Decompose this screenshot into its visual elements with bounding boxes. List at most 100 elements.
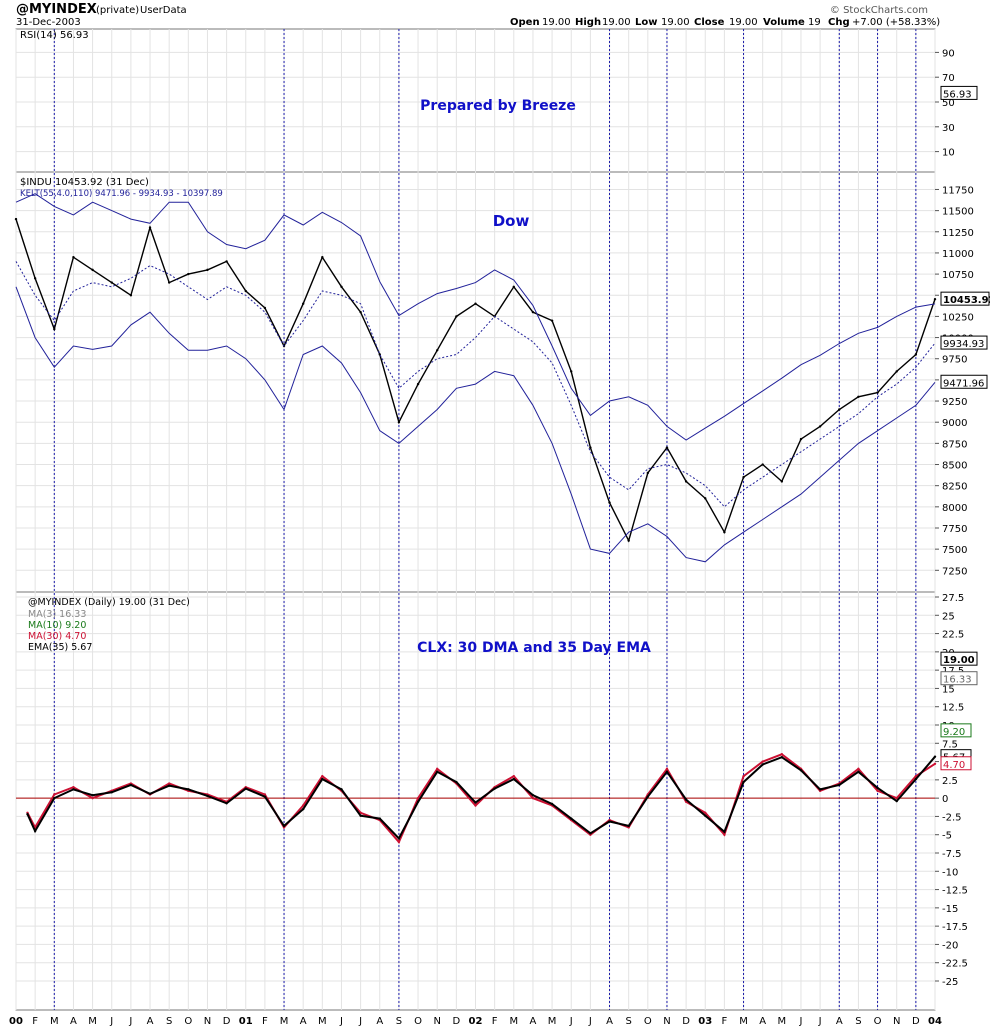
0-tick-label: 50 bbox=[942, 98, 955, 109]
1-tick-label: 8000 bbox=[942, 503, 967, 514]
value-box-label: 10453.92 bbox=[943, 295, 990, 306]
x-axis-label: A bbox=[70, 1016, 77, 1027]
1-tick-label: 11500 bbox=[942, 207, 974, 218]
indicator-point bbox=[895, 799, 898, 803]
price-point bbox=[589, 446, 592, 449]
x-axis-label: O bbox=[644, 1016, 652, 1027]
annotation-clx: CLX: 30 DMA and 35 Day EMA bbox=[417, 640, 651, 656]
2-tick-label: -20 bbox=[942, 940, 958, 951]
indicator-point bbox=[187, 788, 190, 791]
indicator-point bbox=[129, 783, 133, 787]
x-axis-label: A bbox=[530, 1016, 537, 1027]
price-point bbox=[474, 302, 477, 305]
2-tick-label: -7.5 bbox=[942, 849, 962, 860]
1-tick-label: 9750 bbox=[942, 355, 967, 366]
x-axis-label: J bbox=[799, 1016, 803, 1027]
x-axis-label: F bbox=[32, 1016, 38, 1027]
value-box bbox=[940, 85, 978, 100]
value-box bbox=[940, 335, 988, 350]
price-point bbox=[895, 370, 898, 373]
indicator-legend-legend_ma3: MA(3) 16.33 bbox=[28, 609, 86, 620]
indicator-point bbox=[167, 782, 171, 785]
x-axis-label: A bbox=[376, 1016, 383, 1027]
price-point bbox=[225, 260, 228, 263]
indicator-point bbox=[742, 780, 745, 784]
indicator-point bbox=[665, 767, 669, 771]
2-tick-label: -17.5 bbox=[942, 922, 968, 933]
value-box-label: 56.93 bbox=[943, 89, 972, 100]
2-tick-label: 22.5 bbox=[942, 630, 964, 641]
value-box bbox=[940, 723, 972, 738]
price-point bbox=[780, 480, 784, 483]
price-point bbox=[187, 272, 190, 276]
price-point bbox=[665, 446, 669, 449]
x-axis-label: M bbox=[739, 1016, 748, 1027]
price-point bbox=[876, 391, 879, 394]
indicator-point bbox=[455, 780, 458, 784]
x-axis-label: 04 bbox=[928, 1016, 942, 1027]
indicator-point bbox=[933, 762, 937, 765]
x-axis-label: J bbox=[588, 1016, 592, 1027]
2-tick-label: -12.5 bbox=[942, 886, 968, 897]
price-point bbox=[340, 285, 343, 288]
x-axis-label: M bbox=[509, 1016, 518, 1027]
x-axis-label: N bbox=[433, 1016, 440, 1027]
x-axis-label: 01 bbox=[239, 1016, 253, 1027]
indicator-point bbox=[589, 832, 592, 835]
price-point bbox=[244, 289, 247, 293]
price-point bbox=[167, 281, 171, 284]
price-point bbox=[206, 268, 209, 272]
price-point bbox=[397, 421, 401, 424]
2-tick-label: -25 bbox=[942, 977, 958, 988]
indicator-point bbox=[359, 814, 362, 817]
x-axis-label: 00 bbox=[9, 1016, 23, 1027]
indicator-point bbox=[321, 777, 324, 781]
price-point bbox=[550, 319, 554, 322]
x-axis-label: A bbox=[759, 1016, 766, 1027]
price-series-kelt_lower bbox=[15, 286, 936, 563]
1-tick-label: 11750 bbox=[942, 185, 974, 196]
indicator-point bbox=[780, 755, 784, 759]
price-point bbox=[263, 306, 267, 310]
price-point bbox=[799, 437, 803, 441]
indicator-point bbox=[857, 767, 860, 771]
price-point bbox=[704, 497, 707, 500]
value-box-label: 9.20 bbox=[943, 727, 965, 738]
indicator-point bbox=[665, 770, 669, 774]
indicator-point bbox=[627, 824, 630, 828]
2-tick-label: 27.5 bbox=[942, 593, 964, 604]
indicator-point bbox=[263, 795, 267, 798]
indicator-point bbox=[646, 795, 650, 798]
value-box bbox=[940, 374, 988, 389]
x-axis-label: D bbox=[682, 1016, 690, 1027]
ohlc-chg-value: +7.00 (+58.33%) bbox=[852, 17, 940, 28]
x-axis-label: M bbox=[88, 1016, 97, 1027]
indicator-point bbox=[838, 783, 841, 787]
indicator-point bbox=[397, 837, 401, 840]
value-box-label: 4.70 bbox=[943, 760, 965, 771]
indicator-point bbox=[493, 787, 496, 790]
1-tick-label: 9250 bbox=[942, 397, 967, 408]
ohlc-volume-label: Volume bbox=[763, 17, 805, 28]
indicator-point bbox=[761, 763, 764, 766]
x-axis-label: S bbox=[166, 1016, 172, 1027]
x-axis-label: M bbox=[778, 1016, 787, 1027]
0-tick-label: 10 bbox=[942, 148, 955, 159]
1-tick-label: 11250 bbox=[942, 228, 974, 239]
annotation-prepared: Prepared by Breeze bbox=[420, 98, 576, 114]
x-axis-label: N bbox=[893, 1016, 900, 1027]
indicator-point bbox=[244, 787, 247, 790]
price-point bbox=[53, 327, 56, 331]
x-axis-label: M bbox=[318, 1016, 327, 1027]
indicator-point bbox=[780, 753, 784, 756]
x-axis-label: J bbox=[109, 1016, 113, 1027]
indicator-point bbox=[531, 796, 535, 800]
2-tick-label: -2.5 bbox=[942, 812, 962, 823]
price-point bbox=[436, 349, 439, 352]
price-point bbox=[684, 480, 688, 483]
x-axis-label: S bbox=[396, 1016, 402, 1027]
indicator-point bbox=[26, 813, 29, 816]
indicator-point bbox=[704, 814, 707, 817]
price-point bbox=[416, 382, 420, 386]
